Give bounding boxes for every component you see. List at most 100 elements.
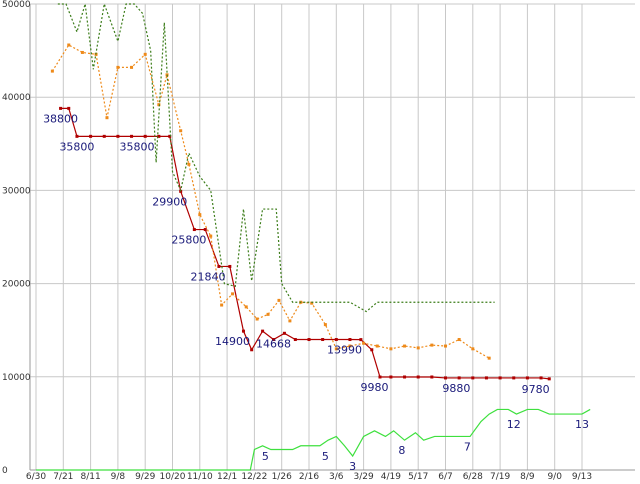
series-point-1: [130, 65, 134, 69]
series-point-0: [157, 134, 161, 138]
series-point-1: [50, 69, 54, 73]
series-point-1: [471, 347, 475, 351]
x-tick-label: 9/8: [111, 472, 126, 480]
grid: [30, 3, 635, 471]
y-tick-label: 30000: [2, 186, 31, 196]
series-point-1: [67, 43, 71, 47]
series-point-0: [444, 376, 447, 380]
series-line-1: [51, 44, 490, 359]
data-label: 25800: [171, 234, 206, 247]
x-tick-label: 9/0: [547, 472, 562, 480]
x-tick-label: 6/7: [438, 472, 452, 480]
series-point-0: [143, 134, 147, 138]
series-point-1: [105, 116, 109, 120]
series-point-1: [403, 344, 407, 348]
data-label: 14668: [256, 337, 291, 350]
series-point-1: [389, 347, 393, 351]
series-point-0: [293, 338, 297, 342]
series-point-1: [487, 356, 491, 360]
data-label: 9980: [361, 381, 389, 394]
series-point-1: [187, 162, 191, 166]
series-point-0: [525, 376, 529, 380]
series-point-0: [102, 134, 106, 138]
data-label: 5: [262, 450, 269, 463]
series-point-1: [244, 305, 248, 309]
series-point-0: [539, 376, 543, 380]
data-label: 7: [464, 440, 471, 453]
series-point-1: [288, 319, 292, 323]
series-point-0: [241, 329, 245, 333]
data-label: 35800: [120, 140, 155, 153]
y-tick-label: 10000: [2, 373, 31, 383]
series-point-0: [261, 329, 265, 333]
series-point-1: [157, 103, 161, 107]
series-point-1: [220, 303, 224, 307]
series-point-0: [272, 338, 276, 342]
series-point-0: [217, 264, 221, 268]
series-point-1: [362, 341, 366, 345]
data-label: 14900: [215, 335, 250, 348]
series-point-0: [547, 377, 551, 381]
series-point-0: [389, 375, 393, 379]
x-tick-label: 10/20: [160, 472, 186, 480]
x-tick-label: 3/29: [353, 472, 373, 480]
series-point-1: [323, 323, 327, 327]
x-tick-label: 11/10: [187, 472, 213, 480]
series-point-1: [116, 65, 120, 69]
series-point-0: [250, 348, 254, 352]
series-point-0: [359, 338, 363, 342]
series-point-1: [430, 343, 434, 347]
series-point-1: [457, 338, 461, 342]
series-point-0: [168, 134, 172, 138]
data-label: 29900: [152, 195, 187, 208]
data-label: 13990: [327, 344, 362, 357]
series-point-0: [430, 375, 434, 379]
x-tick-label: 7/21: [53, 472, 73, 480]
x-tick-label: 8/9: [520, 472, 535, 480]
x-tick-label: 6/28: [463, 472, 483, 480]
data-label: 8: [398, 444, 405, 457]
series-line-2: [57, 1, 495, 313]
x-tick-label: 8/11: [80, 472, 100, 480]
data-labels: 38800 35800 35800 29900 25800 21840 14900 14668…: [43, 112, 589, 473]
series-point-1: [444, 344, 447, 348]
series-point-0: [471, 376, 475, 380]
series-point-0: [130, 134, 134, 138]
series-point-0: [192, 228, 196, 232]
y-tick-label: 20000: [2, 280, 31, 290]
series-point-0: [59, 106, 63, 110]
series-point-0: [75, 134, 79, 138]
x-tick-label: 5/17: [408, 472, 428, 480]
y-tick-label: 50000: [2, 0, 31, 10]
series-point-1: [416, 346, 420, 350]
series-point-0: [89, 134, 93, 138]
series-point-1: [179, 129, 183, 133]
x-tick-label: 6/30: [26, 472, 46, 480]
series-point-0: [321, 338, 325, 342]
series-point-1: [209, 234, 213, 238]
series-point-0: [378, 375, 382, 379]
series-point-1: [334, 347, 338, 351]
series-point-1: [310, 301, 314, 305]
data-label: 9780: [522, 383, 550, 396]
x-tick-labels: 6/30 7/21 8/11 9/8 9/29 10/20 11/10 12/1 12/22 1/…: [26, 472, 592, 482]
x-tick-label: 4/19: [381, 472, 401, 480]
series-point-1: [143, 52, 147, 56]
data-label: 9880: [442, 382, 470, 395]
data-label: 35800: [59, 140, 94, 153]
y-tick-label: 40000: [2, 93, 31, 103]
series-point-0: [370, 348, 374, 352]
x-tick-label: 3/6: [329, 472, 344, 480]
x-tick-label: 9/13: [572, 472, 592, 480]
x-tick-label: 9/29: [135, 472, 155, 480]
x-tick-label: 12/22: [241, 472, 267, 480]
data-label: 12: [507, 418, 521, 431]
series-point-1: [198, 213, 202, 217]
x-tick-label: 1/26: [272, 472, 292, 480]
series-point-1: [231, 292, 235, 296]
y-tick-label: 0: [2, 466, 8, 476]
series-point-0: [484, 376, 488, 380]
data-label: 3: [349, 460, 356, 473]
axes: [29, 4, 635, 471]
